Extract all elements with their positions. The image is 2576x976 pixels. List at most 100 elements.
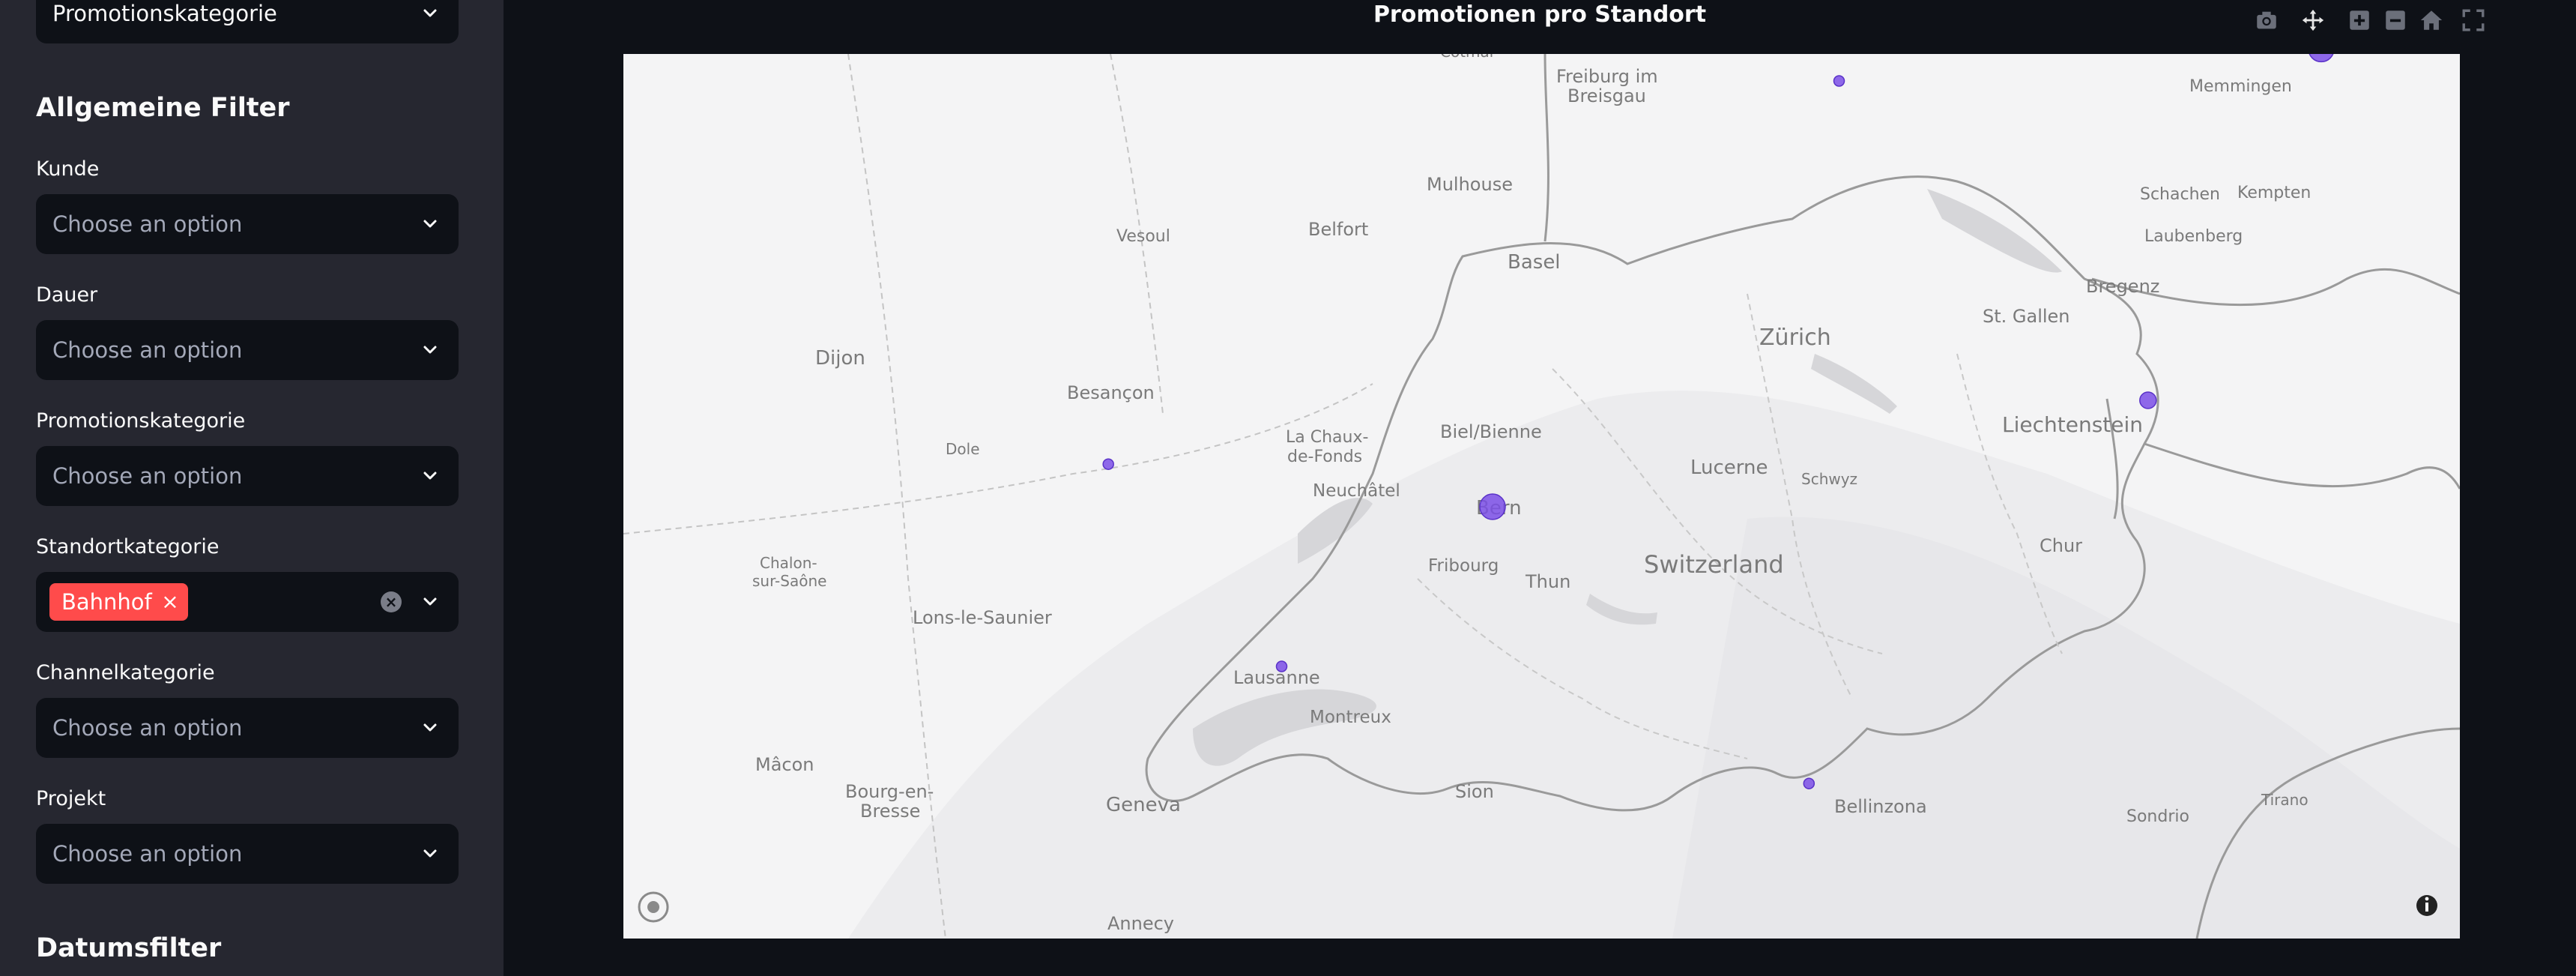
zoom-out-icon[interactable] <box>2383 7 2408 33</box>
place-labels: Freiburg im Breisgau Memmingen Mulhouse … <box>752 54 2311 934</box>
place-label: Thun <box>1525 571 1570 592</box>
filter-label-dauer: Dauer <box>36 283 98 307</box>
regional-border <box>623 383 1373 534</box>
place-label: Basel <box>1508 251 1561 274</box>
place-label: Schachen <box>2140 185 2220 204</box>
place-label: Tirano <box>2261 791 2309 809</box>
tag-remove-icon[interactable]: × <box>161 589 179 614</box>
home-icon[interactable] <box>2419 7 2444 33</box>
info-icon[interactable] <box>2416 895 2437 916</box>
promotionskategorie-top-select[interactable]: Promotionskategorie <box>36 0 459 43</box>
liechtenstein-border <box>2105 398 2119 519</box>
camera-icon[interactable] <box>2254 7 2279 33</box>
place-label: Chur <box>2040 535 2082 556</box>
location-marker[interactable] <box>1479 493 1506 520</box>
lake-constance <box>1927 189 2062 273</box>
place-label: Montreux <box>1310 708 1391 727</box>
filter-label-channelkategorie: Channelkategorie <box>36 661 215 684</box>
chevron-down-icon <box>423 597 437 606</box>
filter-label-projekt: Projekt <box>36 787 106 810</box>
tag-label: Bahnhof <box>61 589 152 615</box>
place-label: Annecy <box>1107 913 1174 934</box>
place-label: Sion <box>1455 781 1494 802</box>
zoom-in-icon[interactable] <box>2347 7 2372 33</box>
location-marker[interactable] <box>2139 391 2157 409</box>
place-label: Vesoul <box>1116 227 1170 246</box>
place-label: Sondrio <box>2126 807 2189 826</box>
dauer-select[interactable]: Choose an option <box>36 320 459 380</box>
place-label: Fribourg <box>1428 556 1499 576</box>
map-canvas: Freiburg im Breisgau Memmingen Mulhouse … <box>623 54 2460 939</box>
place-label: Dole <box>946 440 980 458</box>
place-label: Switzerland <box>1644 550 1784 579</box>
selected-tag-bahnhof: Bahnhof × <box>49 583 188 621</box>
place-label: Liechtenstein <box>2002 412 2143 437</box>
map-plot[interactable]: Freiburg im Breisgau Memmingen Mulhouse … <box>623 54 2460 939</box>
promotionskategorie-select[interactable]: Choose an option <box>36 446 459 506</box>
general-filters-heading: Allgemeine Filter <box>36 93 290 123</box>
lake-zurich <box>1811 354 1897 414</box>
place-label: Geneva <box>1106 794 1181 816</box>
place-label: Cotmar <box>1440 54 1496 61</box>
place-label: Bellinzona <box>1834 796 1927 817</box>
regional-border <box>1110 54 1164 415</box>
place-label: Memmingen <box>2189 77 2292 96</box>
fullscreen-icon[interactable] <box>2461 7 2486 33</box>
place-label: Lons-le-Saunier <box>913 607 1052 628</box>
kunde-select[interactable]: Choose an option <box>36 194 459 254</box>
chevron-down-icon <box>423 849 437 858</box>
place-label: Zürich <box>1759 325 1831 351</box>
select-value: Promotionskategorie <box>52 1 277 26</box>
place-label: Neuchâtel <box>1313 481 1400 501</box>
projekt-select[interactable]: Choose an option <box>36 824 459 884</box>
location-marker[interactable] <box>1275 660 1288 672</box>
austria-germany-border <box>2091 268 2460 307</box>
location-marker[interactable] <box>1102 458 1114 470</box>
pan-icon[interactable] <box>2300 7 2326 33</box>
place-label: Bourg-en- <box>845 781 934 802</box>
sidebar: Promotionskategorie Allgemeine Filter Ku… <box>0 0 504 976</box>
switzerland-border <box>1145 175 2159 812</box>
chevron-down-icon <box>423 472 437 480</box>
canton-border <box>1747 293 1853 699</box>
place-label: Breisgau <box>1567 85 1646 106</box>
place-label: Lucerne <box>1690 457 1768 479</box>
place-label: Mulhouse <box>1427 174 1513 195</box>
place-label: Laubenberg <box>2144 227 2243 246</box>
austria-border <box>2144 442 2460 489</box>
chevron-down-icon <box>423 723 437 732</box>
select-placeholder: Choose an option <box>52 337 243 363</box>
chevron-down-icon <box>423 220 437 228</box>
location-marker[interactable] <box>1833 75 1845 87</box>
chart-title: Promotionen pro Standort <box>1373 1 1707 28</box>
chevron-down-icon <box>423 9 437 17</box>
place-label: Freiburg im <box>1556 66 1658 87</box>
italy-border <box>2195 727 2460 939</box>
channelkategorie-select[interactable]: Choose an option <box>36 698 459 758</box>
place-label: Kempten <box>2237 184 2311 202</box>
filter-label-promotionskategorie: Promotionskategorie <box>36 409 246 433</box>
place-label: sur-Saône <box>752 572 826 590</box>
canton-border <box>1417 578 1748 759</box>
place-label: St. Gallen <box>1983 306 2070 327</box>
main-area: Promotionen pro Standort <box>504 0 2576 976</box>
standortkategorie-multiselect[interactable]: Bahnhof × × <box>36 572 459 632</box>
place-label: Schwyz <box>1801 470 1857 488</box>
place-label: Biel/Bienne <box>1440 421 1542 442</box>
france-germany-border <box>1544 54 1549 242</box>
place-label: de-Fonds <box>1287 448 1362 466</box>
place-label: La Chaux- <box>1286 428 1368 447</box>
place-label: Chalon- <box>760 554 817 572</box>
canton-border <box>1956 353 2063 654</box>
place-label: Mâcon <box>755 754 814 775</box>
filter-label-kunde: Kunde <box>36 157 100 181</box>
filter-label-standortkategorie: Standortkategorie <box>36 535 220 558</box>
mapbox-logo-icon[interactable] <box>638 891 669 923</box>
place-label: Dijon <box>815 347 865 370</box>
clear-all-icon[interactable]: × <box>381 591 402 612</box>
select-placeholder: Choose an option <box>52 463 243 489</box>
lake-thun <box>1586 594 1657 625</box>
location-marker[interactable] <box>2309 54 2334 63</box>
plot-modebar <box>2254 7 2494 37</box>
location-marker[interactable] <box>1803 777 1815 789</box>
